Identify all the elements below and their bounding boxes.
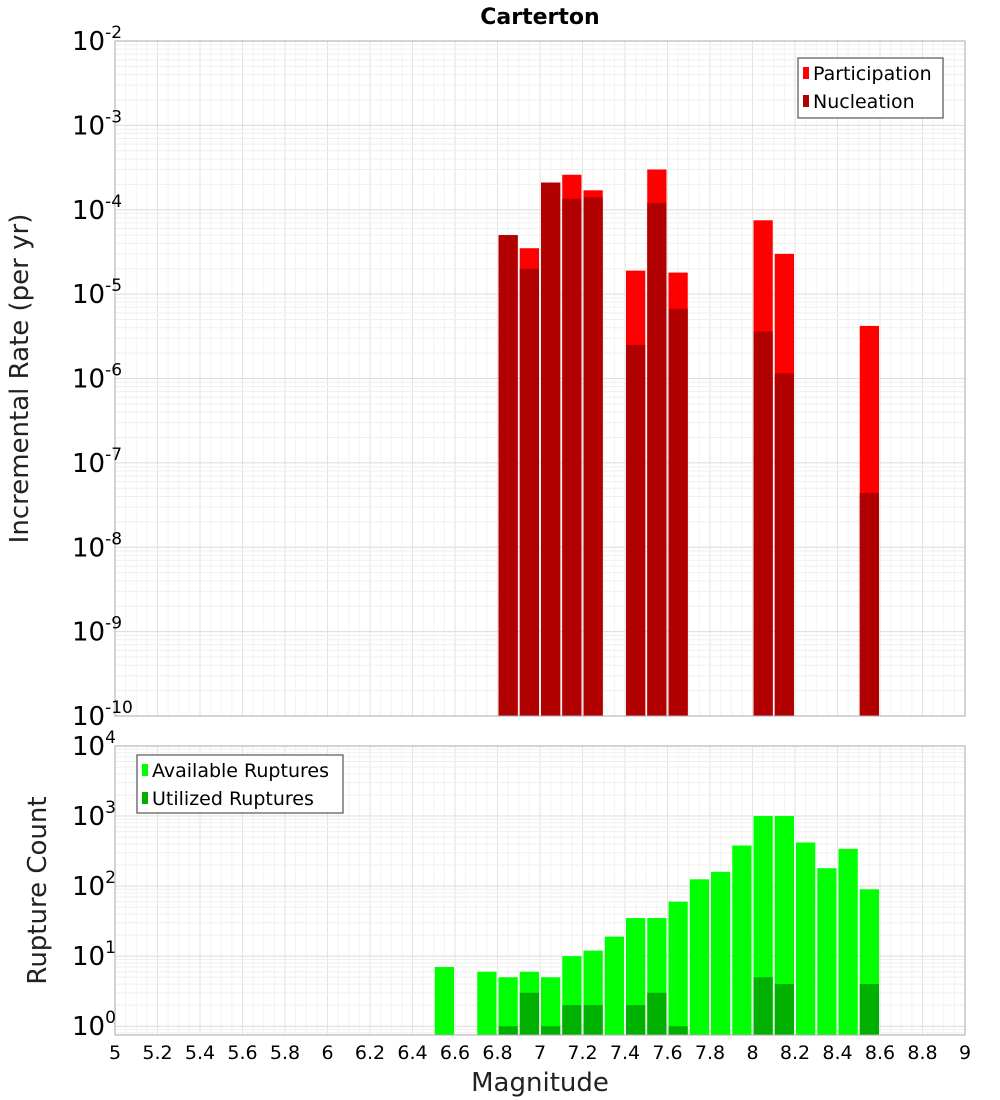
- bar-utilized-ruptures: [519, 992, 539, 1035]
- y-axis-label: Incremental Rate (per yr): [5, 214, 35, 544]
- x-tick-label: 8.6: [865, 1042, 895, 1064]
- bar-available-ruptures: [732, 845, 752, 1035]
- bar-utilized-ruptures: [859, 984, 879, 1035]
- x-axis-label: Magnitude: [471, 1068, 609, 1098]
- bar-nucleation: [859, 492, 879, 716]
- bar-available-ruptures: [434, 967, 454, 1035]
- x-tick-label: 7.8: [695, 1042, 725, 1064]
- y-tick-label: 10-8: [72, 529, 122, 563]
- x-tick-label: 9: [959, 1042, 971, 1064]
- bar-nucleation: [647, 203, 667, 716]
- bar-available-ruptures: [689, 879, 709, 1035]
- bar-utilized-ruptures: [626, 1005, 646, 1035]
- x-tick-label: 6.2: [355, 1042, 385, 1064]
- x-tick-label: 5.2: [142, 1042, 172, 1064]
- bar-utilized-ruptures: [774, 984, 794, 1035]
- bar-nucleation: [541, 182, 561, 716]
- y-tick-label: 10-9: [72, 614, 122, 648]
- x-tick-label: 6.8: [482, 1042, 512, 1064]
- y-tick-label: 100: [72, 1008, 116, 1042]
- bar-utilized-ruptures: [647, 992, 667, 1035]
- legend-label: Available Ruptures: [152, 760, 329, 782]
- x-tick-label: 8.4: [822, 1042, 852, 1064]
- chart-title: Carterton: [480, 5, 599, 30]
- legend: Participation Nucleation: [797, 57, 944, 119]
- bar-available-ruptures: [604, 936, 624, 1035]
- bar-nucleation: [562, 198, 582, 717]
- rate-panel: 10-10 10-9 10-8 10-7 10-6 10-5 10-4 10-3 10-2 Inc…: [5, 23, 966, 732]
- x-tick-label: 7.4: [610, 1042, 640, 1064]
- y-axis-label: Rupture Count: [23, 796, 53, 984]
- y-tick-label: 10-4: [72, 192, 122, 226]
- x-tick-label: 6.6: [440, 1042, 470, 1064]
- bar-available-ruptures: [796, 842, 816, 1035]
- x-tick-label: 8.8: [907, 1042, 937, 1064]
- bar-nucleation: [519, 268, 539, 716]
- bar-nucleation: [583, 197, 603, 717]
- x-tick-label: 7.2: [567, 1042, 597, 1064]
- bar-available-ruptures: [711, 871, 731, 1035]
- count-panel: 100 101 102 103 104 Rupture Count Available Ru…: [23, 728, 966, 1042]
- bar-utilized-ruptures: [753, 977, 773, 1035]
- plot-frame: [114, 40, 966, 717]
- plot-frame: [114, 745, 966, 1036]
- bar-utilized-ruptures: [498, 1026, 518, 1035]
- y-tick-label: 10-3: [72, 107, 122, 141]
- y-tick-label: 10-2: [72, 23, 122, 57]
- bar-available-ruptures: [477, 971, 497, 1035]
- bar-utilized-ruptures: [668, 1026, 688, 1035]
- bar-available-ruptures: [668, 901, 688, 1035]
- legend-box: [797, 57, 944, 119]
- legend-swatch: [803, 67, 809, 79]
- bar-nucleation: [626, 344, 646, 716]
- y-tick-label: 104: [72, 728, 116, 762]
- bar-nucleation: [668, 308, 688, 716]
- y-tick-label: 10-10: [72, 698, 133, 732]
- legend-label: Participation: [813, 63, 932, 85]
- legend-box: [136, 754, 344, 814]
- y-tick-label: 10-5: [72, 276, 122, 310]
- bar-nucleation: [498, 235, 518, 716]
- legend-label: Nucleation: [813, 91, 915, 113]
- bar-nucleation: [774, 373, 794, 716]
- x-tick-label: 7: [534, 1042, 546, 1064]
- y-tick-label: 102: [72, 868, 116, 902]
- bar-utilized-ruptures: [583, 1005, 603, 1035]
- bar-utilized-ruptures: [541, 1026, 561, 1035]
- bar-available-ruptures: [498, 977, 518, 1035]
- x-tick-label: 5: [109, 1042, 121, 1064]
- legend-swatch: [142, 792, 148, 804]
- x-tick-label: 7.6: [652, 1042, 682, 1064]
- bar-available-ruptures: [817, 868, 837, 1035]
- legend-label: Utilized Ruptures: [152, 788, 314, 810]
- x-tick-label: 6: [321, 1042, 333, 1064]
- legend: Available Ruptures Utilized Ruptures: [136, 754, 344, 814]
- bar-available-ruptures: [541, 977, 561, 1035]
- bar-utilized-ruptures: [562, 1005, 582, 1035]
- y-tick-label: 101: [72, 938, 116, 972]
- x-tick-label: 8.2: [780, 1042, 810, 1064]
- x-tick-label: 5.6: [227, 1042, 257, 1064]
- legend-swatch: [803, 95, 809, 107]
- bar-available-ruptures: [774, 816, 794, 1035]
- bar-available-ruptures: [838, 848, 858, 1035]
- legend-swatch: [142, 764, 148, 776]
- x-tick-label: 5.4: [185, 1042, 215, 1064]
- x-tick-label: 6.4: [397, 1042, 427, 1064]
- x-tick-label: 5.8: [270, 1042, 300, 1064]
- y-tick-label: 10-7: [72, 445, 122, 479]
- x-tick-label: 8: [746, 1042, 758, 1064]
- y-tick-label: 103: [72, 798, 116, 832]
- bar-nucleation: [753, 331, 773, 716]
- y-tick-label: 10-6: [72, 361, 122, 395]
